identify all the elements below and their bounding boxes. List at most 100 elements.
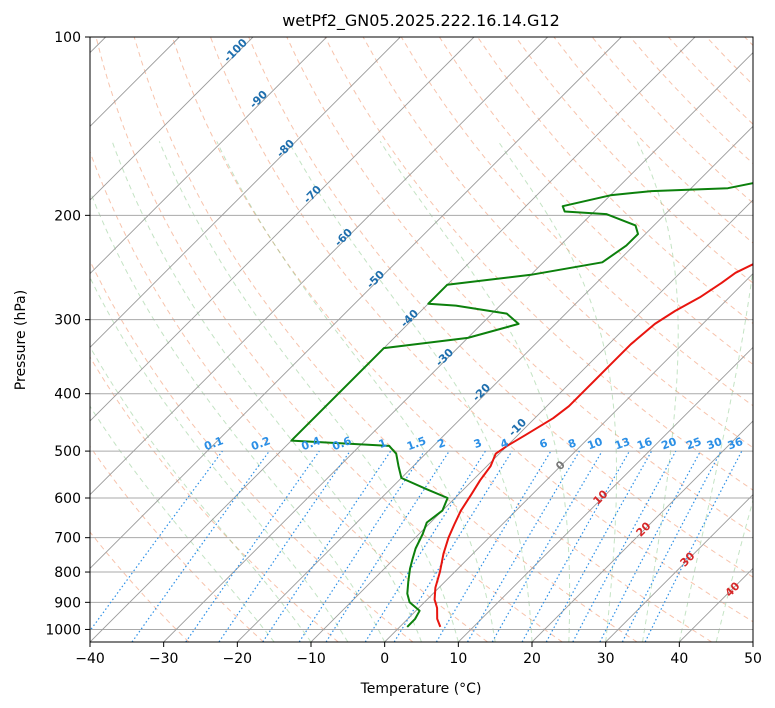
x-tick-label: −40 [75,651,105,667]
isotherm-gridline [384,273,753,642]
moist-adiabat-label: 40 [723,579,743,599]
x-tick-label: −10 [296,651,326,667]
mixing-ratio-label: 0.1 [202,434,225,453]
isotherm-label: -20 [470,381,493,404]
moist-adiabat [90,345,312,642]
mixing-ratio-line [545,450,653,642]
moist-adiabat [715,498,753,642]
y-tick-label: 900 [54,595,81,611]
moist-adiabat [678,265,753,642]
isotherm-gridline [458,346,753,642]
dry-adiabat [210,37,753,623]
dry-adiabat [171,37,712,642]
mixing-ratio-label: 3 [472,436,484,451]
mixing-ratio-label: 25 [684,435,703,452]
isotherm-gridline [679,567,753,642]
mixing-ratio-label: 13 [613,435,632,452]
mixing-ratio-label: 1.5 [405,434,428,453]
dewpoint-profile-line [290,182,753,628]
y-tick-label: 300 [54,313,81,329]
temperature-profile-line [433,263,753,628]
isotherm-gridline [90,37,401,348]
mixing-ratio-line [572,450,677,642]
isotherm-gridline [237,125,753,642]
mixing-ratio-label: 30 [705,435,724,453]
dry-adiabat [591,37,753,204]
moist-adiabat [636,141,679,642]
mixing-ratio-line [435,450,552,642]
dry-adiabat [90,259,414,642]
dry-adiabat [90,531,190,642]
y-tick-label: 700 [54,531,81,547]
mixing-ratio-line [90,450,223,632]
isotherm-label: -30 [433,346,456,369]
y-tick-label: 1000 [45,622,81,638]
x-axis-label: Temperature (°C) [360,681,482,697]
mixing-ratio-line [298,450,425,642]
isotherm-label: -60 [332,226,355,249]
isotherm-label: -40 [398,307,421,330]
y-tick-label: 800 [54,565,81,581]
isotherm-gridline [90,37,548,496]
dry-adiabat [744,37,753,47]
dry-adiabat [248,37,753,578]
dry-adiabat [90,150,488,642]
mixing-ratio-line [393,450,513,642]
mixing-ratio-line [364,450,486,642]
mixing-ratio-line [185,450,320,642]
isotherm-label: -100 [221,36,250,65]
isotherm-gridline [90,37,475,422]
dry-adiabat [668,37,753,125]
mixing-ratio-label: 0.4 [300,434,323,453]
isotherm-gridline [531,420,753,642]
dry-adiabat [400,37,753,407]
isotherm-gridline [605,494,753,642]
chart-title: wetPf2_GN05.2025.222.16.14.G12 [282,11,560,31]
moist-adiabat-label: 20 [634,519,654,539]
mixing-ratio-label: 16 [635,435,654,453]
mixing-ratio-label: 36 [726,435,745,453]
axis-ticks: −40 −30 −20 −10 0 10 20 30 40 5010020030040050060… [45,30,762,667]
mixing-ratio-label: 0.2 [249,434,272,453]
x-tick-label: 0 [380,651,389,667]
mixing-ratio-label: 20 [660,435,679,453]
isotherm-label: -50 [364,268,387,291]
mixing-ratio-line [521,450,631,642]
y-tick-label: 200 [54,208,81,224]
isotherm-gridline [90,37,696,642]
mixing-ratio-label: 0.6 [330,434,353,453]
isotherm-gridline [90,37,327,275]
mixing-ratio-line [325,450,450,642]
x-tick-label: 10 [449,651,467,667]
y-tick-label: 400 [54,387,81,403]
mixing-ratio-line [131,450,270,642]
dry-adiabat [90,356,339,642]
isotherm-label: -90 [247,88,270,111]
isotherm-label: -70 [301,183,324,206]
mixing-ratio-label: 8 [566,436,578,451]
x-tick-label: 20 [523,651,541,667]
x-tick-label: −30 [149,651,179,667]
mixing-ratio-label: 4 [499,436,511,451]
x-tick-label: −20 [223,651,253,667]
y-tick-label: 500 [54,444,81,460]
background-grid [90,37,753,642]
dry-adiabat [95,37,563,642]
mixing-ratio-line [218,450,351,642]
y-tick-label: 600 [54,491,81,507]
x-tick-label: 50 [744,651,762,667]
mixing-ratio-label: 6 [538,436,550,451]
mixing-ratio-line [262,450,392,642]
isotherm-gridline [310,199,753,642]
series-layer: -100-90-80-70-60-50-40-30-20-100.1 0.2 0.4… [202,36,753,628]
dry-adiabat [90,445,264,642]
y-axis-label: Pressure (hPa) [13,290,29,390]
moist-adiabat [216,141,496,642]
mixing-ratio-label: 2 [436,436,448,451]
mixing-ratio-label: 10 [586,435,605,453]
plot-frame [89,36,754,643]
isotherm-gridline [90,37,254,201]
isotherm-label: -80 [274,137,297,160]
moist-adiabat-label: 10 [591,487,611,507]
